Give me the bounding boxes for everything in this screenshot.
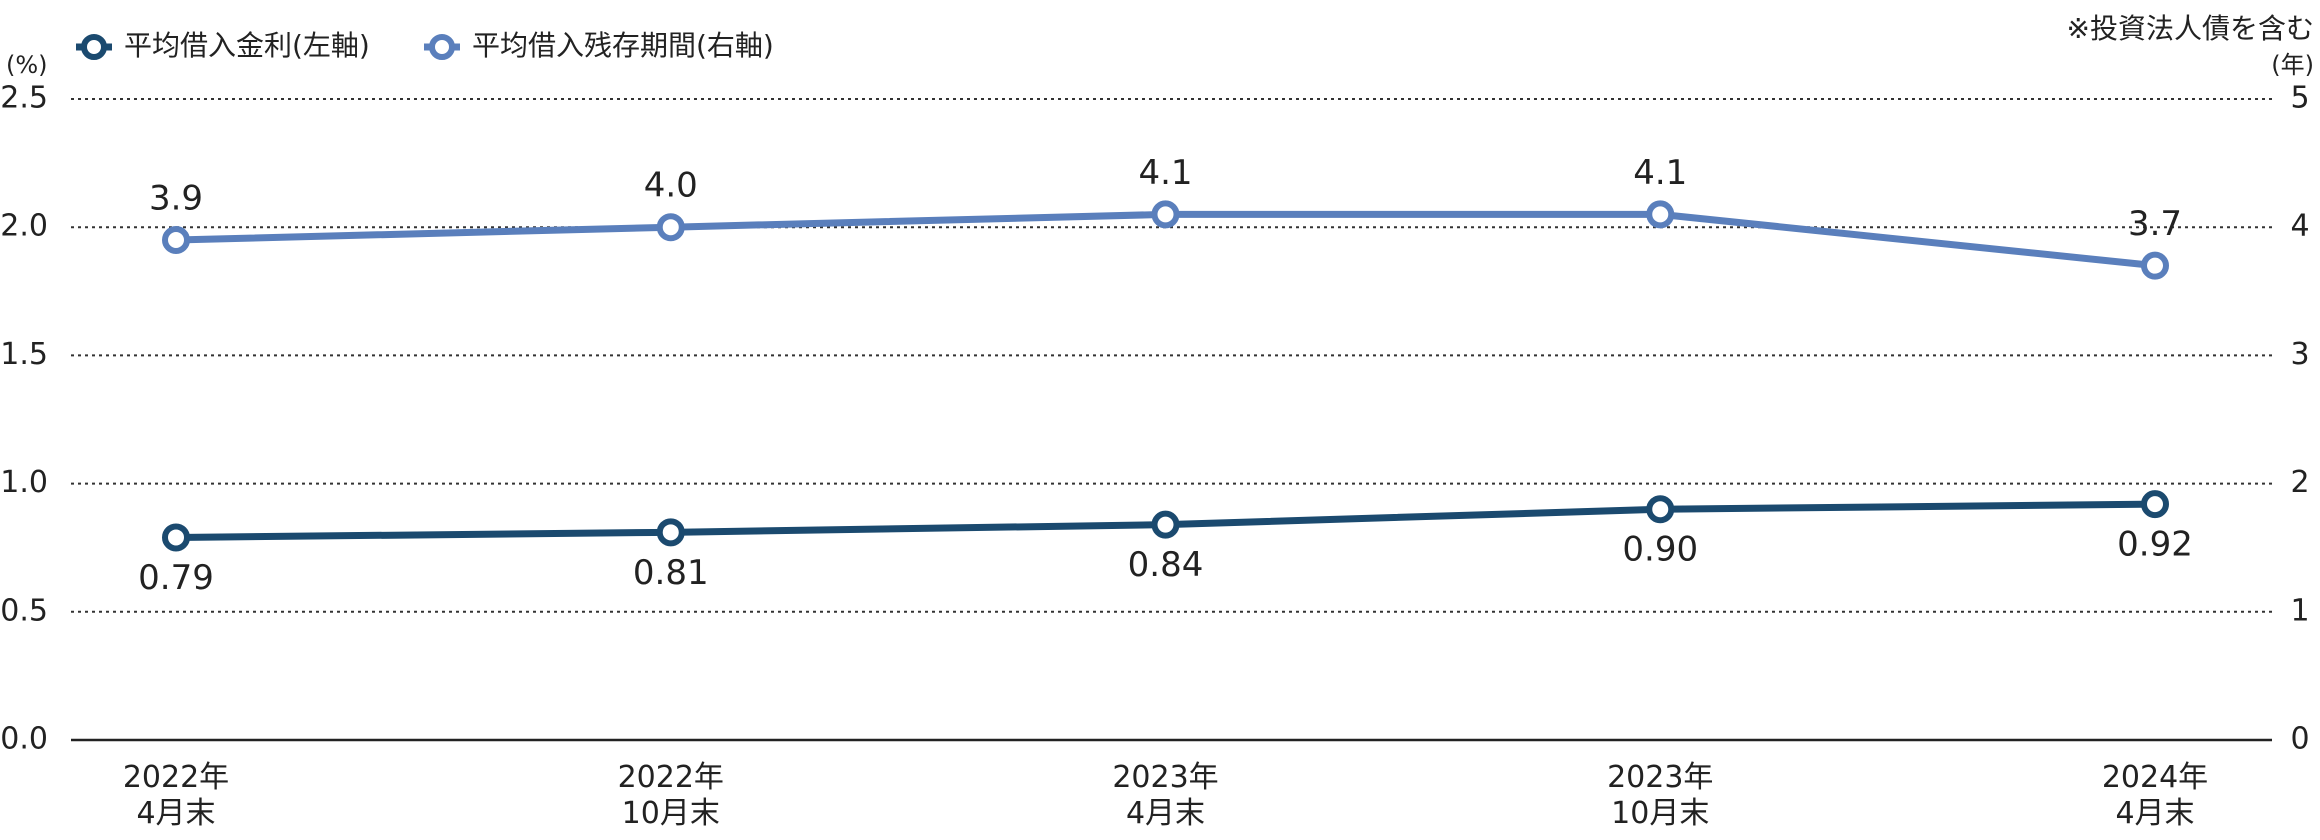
y-axis-unit: (%) [6, 51, 48, 79]
point [1151, 510, 1180, 539]
y2-tick-label: 5 [2290, 81, 2309, 116]
point [1646, 495, 1675, 524]
y2-tick-label: 1 [2290, 593, 2309, 628]
value-label: 0.90 [1622, 530, 1698, 570]
legend-label: 平均借入残存期間(右軸) [472, 29, 774, 62]
value-label: 3.7 [2128, 204, 2182, 244]
point [2141, 490, 2169, 519]
point [2141, 251, 2169, 280]
y2-tick-label: 0 [2290, 722, 2309, 757]
value-label: 0.81 [633, 553, 709, 593]
point [1646, 200, 1675, 229]
y-tick-label: 2.0 [0, 209, 48, 244]
value-label: 4.0 [644, 166, 698, 206]
x-tick-label: 2024年 4月末 [2102, 760, 2208, 831]
point [1151, 200, 1180, 229]
legend-marker [429, 34, 455, 60]
y2-tick-label: 4 [2290, 209, 2309, 244]
value-label: 4.1 [1633, 153, 1687, 193]
x-tick-label: 2023年 10月末 [1607, 760, 1713, 831]
y-tick-label: 0.5 [0, 593, 48, 628]
point [656, 213, 685, 242]
point [162, 226, 190, 255]
x-tick-label: 2022年 10月末 [618, 760, 724, 831]
value-label: 0.79 [138, 558, 214, 598]
legend-label: 平均借入金利(左軸) [124, 29, 370, 62]
value-label: 3.9 [149, 179, 203, 219]
annotation: ※投資法人債を含む [2067, 12, 2314, 45]
x-tick-label: 2023年 4月末 [1112, 760, 1218, 831]
y2-axis-unit: (年) [2271, 51, 2314, 79]
legend-marker [81, 34, 107, 60]
point [656, 518, 685, 547]
y2-tick-label: 3 [2290, 337, 2309, 372]
x-tick-label: 2022年 4月末 [123, 760, 229, 831]
y2-tick-label: 2 [2290, 465, 2309, 500]
point [162, 523, 190, 552]
value-label: 0.84 [1128, 545, 1204, 585]
y-tick-label: 1.0 [0, 465, 48, 500]
y-tick-label: 1.5 [0, 337, 48, 372]
y-tick-label: 0.0 [0, 722, 48, 757]
value-label: 0.92 [2117, 525, 2193, 565]
y-tick-label: 2.5 [0, 81, 48, 116]
value-label: 4.1 [1138, 153, 1192, 193]
